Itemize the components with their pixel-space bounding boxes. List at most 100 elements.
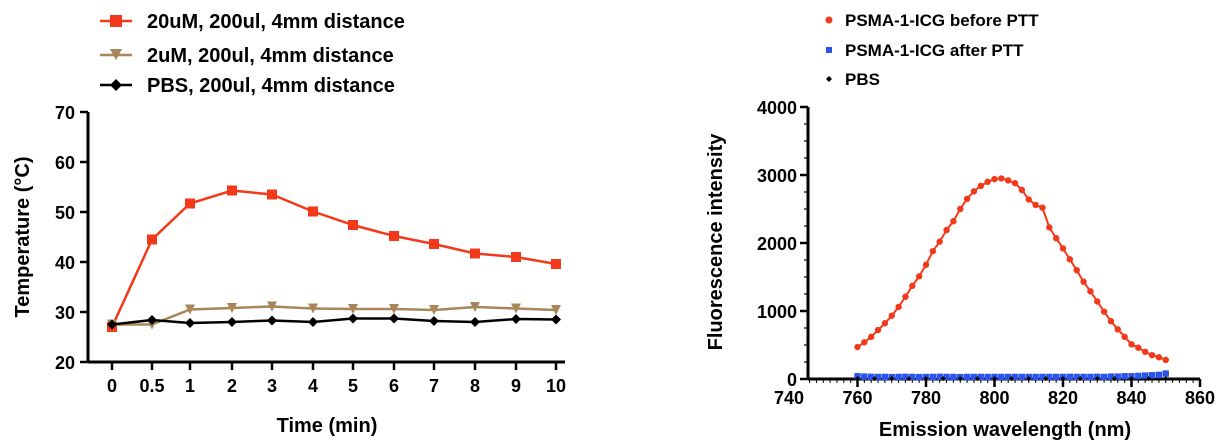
right-series-2-point: [889, 376, 895, 382]
legend-label-1: 2uM, 200ul, 4mm distance: [147, 45, 394, 67]
left-x-tick-label: 0: [107, 376, 117, 396]
left-series-line-1: [112, 305, 557, 326]
left-series-0-point: [185, 198, 195, 209]
right-series-0-point: [1094, 298, 1101, 305]
left-x-tick-label: 5: [348, 376, 358, 396]
left-series-2-point: [308, 317, 318, 327]
right-series-0-point: [1080, 278, 1087, 285]
right-y-tick-label: 1000: [757, 302, 797, 322]
left-x-tick-label: 7: [429, 376, 439, 396]
right-series-2-point: [974, 376, 980, 382]
right-series-0-point: [936, 238, 943, 245]
right-series-0-point: [950, 218, 957, 225]
legend-marker-1: [110, 49, 122, 60]
left-series-2-point: [389, 313, 399, 324]
left-series-0-point: [227, 185, 237, 196]
right-series-0-point: [998, 175, 1005, 182]
left-x-axis-label: Time (min): [277, 415, 378, 437]
right-series-1-point: [895, 373, 902, 381]
right-series-2-point: [1009, 376, 1015, 382]
right-series-0-point: [963, 195, 971, 202]
right-series-0-point: [1025, 196, 1032, 203]
right-x-ticks: 740 760 780 800 820 840 860: [774, 379, 1215, 408]
right-series-1-point: [1018, 373, 1026, 381]
right-series-0-point: [1087, 288, 1094, 295]
right-series-2-point: [957, 376, 963, 382]
right-series-1-point: [861, 373, 868, 380]
left-series-0-point: [267, 189, 277, 200]
left-y-tick-label: 60: [55, 153, 75, 173]
right-series-0-point: [861, 339, 868, 346]
left-x-tick-label: 8: [470, 376, 480, 396]
left-series-0-point: [389, 231, 399, 241]
legend-marker-r2: [826, 76, 832, 82]
right-x-tick-label: 840: [1116, 388, 1146, 408]
right-series-1-point: [1155, 371, 1163, 379]
left-series-0-point: [470, 248, 480, 259]
right-series-2-point: [1163, 376, 1169, 382]
right-legend: PSMA-1-ICG before PTT PSMA-1-ICG after P…: [825, 11, 1039, 89]
legend-entry-2: PBS, 200ul, 4mm distance: [100, 75, 395, 97]
right-series-1-point: [970, 373, 978, 381]
left-series-1-point: [551, 305, 561, 315]
right-series-0-point: [929, 247, 937, 255]
left-series-0-point: [308, 206, 318, 217]
left-series-1-point: [185, 304, 195, 315]
left-x-tick-label: 6: [389, 376, 399, 396]
right-series-0-point: [1100, 308, 1108, 315]
right-series-1-point: [909, 373, 916, 381]
right-y-tick-label: 4000: [757, 98, 797, 118]
right-series-2-point: [872, 376, 878, 382]
right-series-2-point: [1094, 376, 1100, 382]
right-y-tick-label: 0: [787, 370, 797, 390]
right-series-0-point: [1162, 356, 1169, 364]
right-y-tick-label: 2000: [757, 234, 797, 254]
right-series-2-point: [1146, 376, 1152, 382]
right-x-axis-label: Emission wavelength (nm): [879, 419, 1131, 441]
left-series-1-point: [511, 303, 521, 314]
right-series-0-point: [991, 175, 998, 183]
right-x-tick-label: 860: [1185, 388, 1215, 408]
right-series-1-point: [998, 373, 1005, 381]
left-series-line-0: [110, 189, 557, 328]
left-series-2-point: [429, 316, 439, 326]
left-y-tick-label: 40: [55, 253, 75, 273]
left-y-tick-label: 20: [55, 353, 75, 373]
right-x-tick-label: 780: [911, 388, 941, 408]
left-series-1-point: [389, 304, 399, 314]
right-series-1-point: [874, 373, 882, 381]
left-series-2-point: [185, 318, 195, 328]
right-series-1-point: [915, 373, 923, 381]
right-series-1-point: [950, 373, 957, 381]
left-series: [107, 185, 561, 332]
left-y-tick-label: 50: [55, 203, 75, 223]
fluorescence-chart: PSMA-1-ICG before PTT PSMA-1-ICG after P…: [705, 11, 1215, 441]
right-series-0-point: [881, 320, 889, 327]
legend-entry-1: 2uM, 200ul, 4mm distance: [100, 45, 394, 67]
right-series-0-point: [1032, 201, 1039, 209]
right-series-1-point: [977, 373, 984, 381]
left-series-0-point: [511, 252, 521, 262]
left-series-2-point: [147, 315, 157, 325]
right-series-2-point: [1129, 376, 1134, 382]
right-series-1-point: [1162, 370, 1169, 377]
right-series-0-point: [984, 178, 991, 185]
right-series-1-point: [1011, 373, 1019, 381]
right-series-0-point: [1059, 245, 1067, 252]
left-series-0-point: [551, 259, 561, 269]
left-x-tick-label: 3: [267, 376, 277, 396]
left-x-tick-label: 9: [511, 376, 521, 396]
legend-label-r1: PSMA-1-ICG after PTT: [845, 41, 1024, 60]
right-series-0-point: [902, 293, 909, 300]
right-series-1-point: [963, 373, 971, 381]
left-series-0-point: [348, 220, 358, 230]
right-x-tick-label: 760: [842, 388, 872, 408]
right-series-1-point: [1005, 373, 1012, 381]
right-series-1-point: [1121, 373, 1128, 380]
right-series-0-point: [895, 303, 902, 311]
right-x-tick-label: 820: [1048, 388, 1078, 408]
right-series-0-point: [1066, 256, 1074, 263]
left-y-axis-label: Temperature (°C): [12, 157, 34, 318]
left-series-2-point: [511, 314, 521, 324]
legend-marker-r0: [825, 16, 833, 24]
